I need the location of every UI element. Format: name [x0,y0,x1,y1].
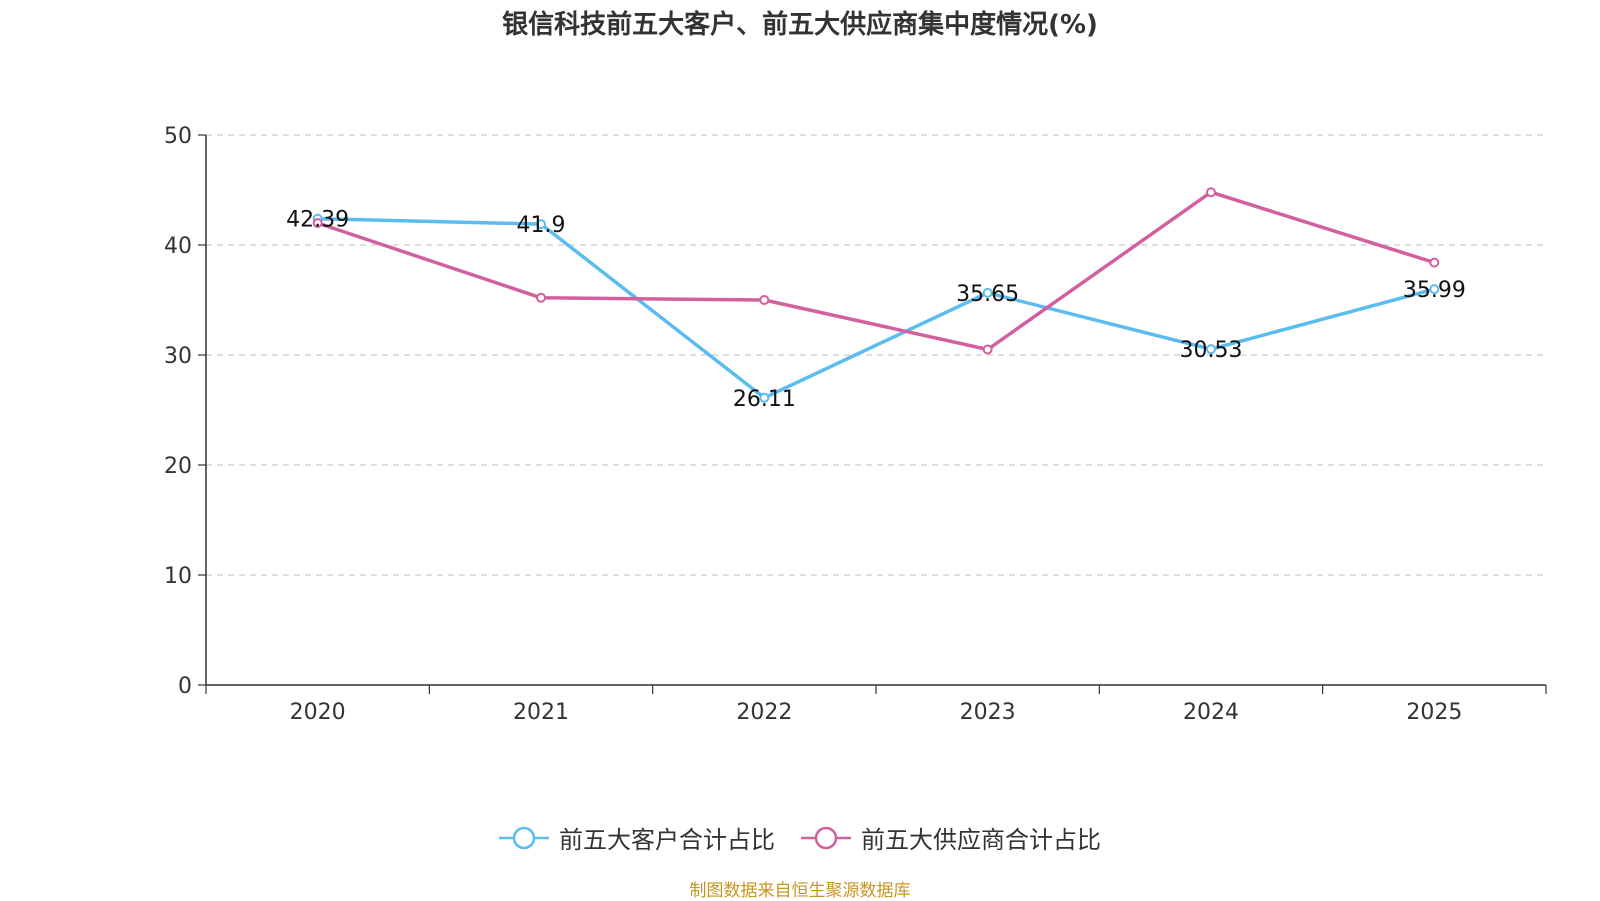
data-label: 41.9 [517,213,566,238]
data-point [982,287,993,298]
data-source-note: 制图数据来自恒生聚源数据库 [689,881,911,901]
series-line-2 [317,190,1435,352]
y-tick-label: 40 [164,234,192,259]
legend-label: 前五大供应商合计占比 [861,826,1101,854]
data-point [1429,284,1440,295]
y-tick-label: 30 [164,344,192,369]
data-point [1206,344,1216,355]
legend-line-circle-icon [499,826,549,849]
data-label: 30.53 [1180,338,1243,363]
y-tick-label: 10 [164,564,192,589]
data-label: 26.11 [733,387,796,412]
x-tick-label: 2020 [290,700,346,725]
data-point [312,218,323,228]
x-tick-label: 2024 [1183,700,1239,725]
x-tick-label: 2023 [960,700,1016,725]
data-point [536,292,546,303]
chart-legend: 前五大客户合计占比 前五大供应商合计占比 [0,820,1600,855]
x-tick-label: 2025 [1406,700,1462,725]
data-label: 35.65 [956,282,1019,307]
data-label: 35.99 [1403,278,1466,303]
data-point [982,344,993,355]
legend-line-circle-icon [801,826,851,849]
data-label: 42.39 [286,208,349,233]
data-point [1429,257,1440,268]
data-point [759,392,770,403]
series-line-1 [317,216,1435,400]
legend-label: 前五大客户合计占比 [559,826,775,854]
data-point [759,295,770,305]
chart-title: 银信科技前五大客户、前五大供应商集中度情况(%) [502,10,1098,40]
legend-item-1[interactable]: 前五大客户合计占比 [499,820,775,855]
y-tick-label: 0 [178,674,192,699]
y-tick-label: 20 [164,454,192,479]
data-point [536,219,546,230]
data-point [1206,187,1216,198]
y-tick-label: 50 [164,124,192,149]
x-tick-label: 2021 [513,700,569,725]
legend-item-2[interactable]: 前五大供应商合计占比 [801,820,1101,855]
x-tick-label: 2022 [736,700,792,725]
